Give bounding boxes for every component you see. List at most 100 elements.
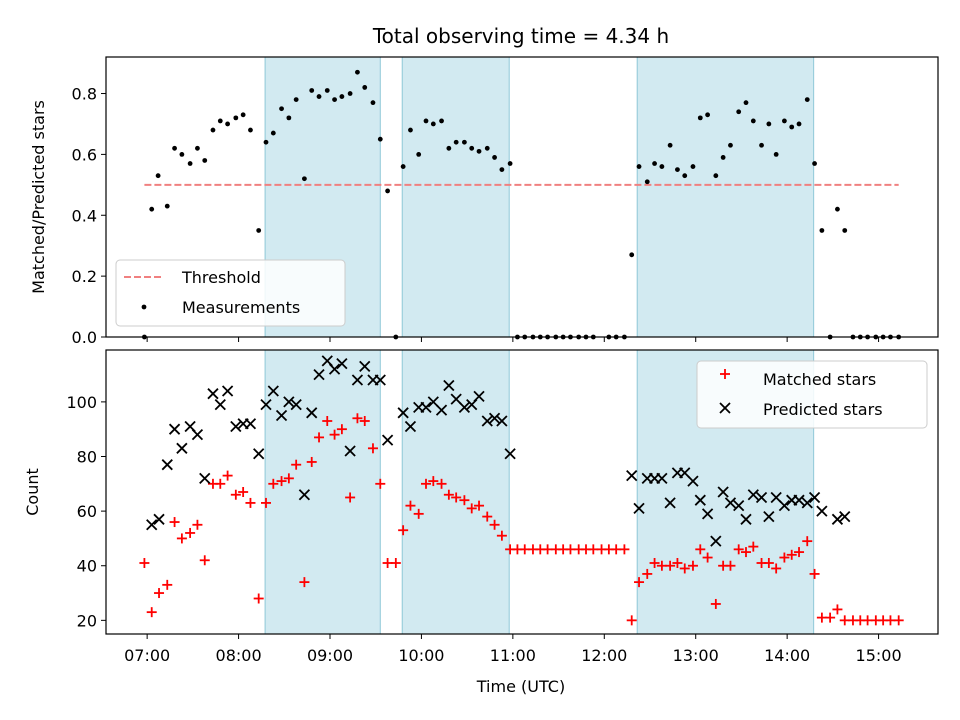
matched-stars-point — [436, 478, 447, 489]
matched-stars-point — [665, 560, 676, 571]
ratio-plot-area — [142, 69, 902, 340]
measurements-point — [187, 161, 193, 166]
matched-stars-point — [763, 558, 774, 568]
measurements-point — [155, 173, 161, 179]
predicted-stars-point — [253, 448, 265, 460]
predicted-stars-point — [153, 513, 165, 525]
measurements-point — [248, 127, 253, 133]
count-y-tick-label: 20 — [77, 611, 97, 630]
measurements-point — [225, 121, 231, 127]
count-axes-frame — [105, 349, 939, 635]
matched-stars-point — [390, 558, 401, 568]
measurements-point — [835, 206, 840, 212]
predicted-stars-point — [656, 472, 668, 484]
count-y-ticks: 20 40 60 80 100 — [66, 393, 106, 630]
matched-stars-point — [474, 500, 485, 511]
matched-stars-point — [405, 500, 416, 511]
matched-stars-point — [329, 429, 340, 440]
predicted-stars-point — [214, 398, 226, 411]
matched-stars-point — [634, 577, 645, 588]
matched-stars-point — [375, 478, 386, 489]
matched-stars-point — [185, 527, 196, 538]
predicted-stars-point — [351, 374, 364, 386]
legend-measurements-swatch — [141, 304, 147, 310]
measurements-point — [453, 139, 459, 145]
predicted-stars-point — [633, 502, 645, 515]
ratio-observing-windows — [264, 56, 815, 338]
predicted-stars-point — [443, 379, 455, 392]
matched-stars-point — [802, 536, 813, 547]
predicted-stars-point — [733, 500, 745, 512]
matched-stars-point — [322, 416, 333, 426]
legend-threshold-label: Threshold — [181, 268, 261, 287]
matched-stars-point — [771, 563, 782, 574]
predicted-stars-point — [458, 401, 471, 413]
measurements-point — [362, 85, 368, 90]
predicted-stars-point — [397, 407, 409, 419]
matched-stars-point — [253, 593, 264, 604]
ratio-observing-window-3 — [636, 56, 815, 338]
measurements-point — [286, 115, 292, 121]
matched-stars-point — [832, 604, 843, 615]
matched-stars-point — [809, 568, 820, 579]
count-plot-area — [139, 355, 904, 626]
matched-stars-point — [306, 456, 317, 467]
measurements-point — [164, 203, 170, 209]
measurements-point — [217, 118, 223, 124]
predicted-stars-point — [344, 445, 356, 457]
measurements-point — [240, 112, 246, 118]
predicted-stars-point — [488, 412, 501, 424]
matched-stars-point — [154, 588, 165, 599]
matched-stars-point — [199, 555, 210, 566]
predicted-stars-point — [221, 385, 234, 397]
measurements-point — [644, 179, 650, 185]
measurements-point — [842, 228, 848, 233]
measurements-point — [819, 228, 825, 233]
matched-stars-point — [345, 492, 356, 503]
predicted-stars-point — [283, 396, 295, 408]
measurements-point — [773, 151, 779, 157]
ratio-observing-window-2 — [401, 56, 510, 338]
ratio-panel: 0.00.20.40.60.8 Matched/Predicted stars … — [29, 56, 939, 347]
measurements-point — [667, 142, 673, 148]
measurements-point — [400, 164, 406, 169]
matched-stars-point — [702, 552, 713, 563]
measurements-point — [423, 118, 429, 124]
x-tick-label: 13:00 — [673, 646, 719, 665]
predicted-stars-point — [724, 497, 737, 509]
measurements-point — [652, 161, 657, 166]
measurements-point — [195, 145, 200, 151]
measurements-point — [347, 91, 353, 96]
matched-stars-point — [176, 533, 187, 544]
measurements-point — [293, 97, 299, 103]
measurements-point — [355, 69, 360, 75]
matched-stars-point — [482, 511, 493, 522]
matched-stars-point — [893, 615, 904, 626]
measurements-point — [439, 118, 444, 124]
matched-stars-point — [215, 478, 226, 489]
measurements-point — [499, 167, 505, 173]
count-observing-window-1 — [264, 349, 381, 635]
ratio-axes-frame — [105, 56, 939, 338]
measurements-point — [149, 206, 155, 212]
measurements-point — [233, 115, 239, 121]
measurements-point — [172, 145, 177, 151]
measurements-point — [316, 94, 322, 99]
predicted-stars-point — [328, 363, 341, 375]
matched-stars-point — [276, 476, 287, 487]
predicted-stars-point — [701, 508, 714, 520]
matched-stars-point — [496, 530, 507, 541]
ratio-y-ticks: 0.0 0.2 0.4 0.6 0.8 — [72, 85, 106, 347]
predicted-stars-point — [381, 434, 394, 446]
predicted-stars-point — [504, 448, 516, 460]
x-axis-label: Time (UTC) — [476, 677, 565, 696]
matched-stars-point — [162, 579, 173, 590]
measurements-point — [682, 173, 688, 179]
measurements-point — [690, 164, 696, 169]
matched-stars-point — [779, 552, 790, 563]
measurements-point — [728, 142, 733, 148]
measurements-point — [324, 88, 330, 93]
measurements-point — [484, 145, 490, 151]
count-observing-windows — [264, 349, 815, 635]
matched-stars-point — [443, 489, 454, 500]
